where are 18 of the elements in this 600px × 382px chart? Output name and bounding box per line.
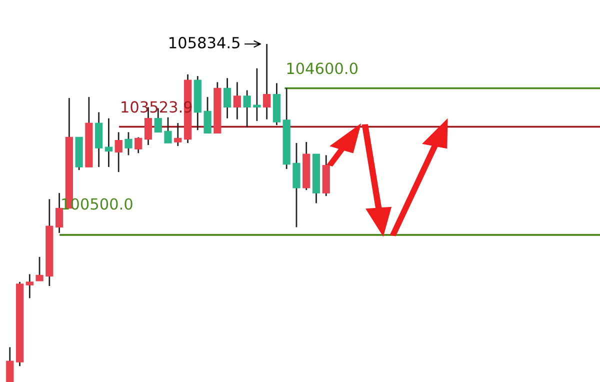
candlestick <box>233 81 241 120</box>
candlestick <box>36 256 44 282</box>
candlestick <box>26 273 34 299</box>
candlestick <box>223 77 232 120</box>
candlestick <box>104 118 113 168</box>
candlestick <box>134 136 142 154</box>
candlestick <box>253 68 261 122</box>
candlestick <box>114 131 122 173</box>
candlestick <box>164 116 172 144</box>
annotation: 105834.5 <box>170 36 240 48</box>
candlestick <box>124 131 132 156</box>
candlestick <box>6 346 14 382</box>
candlestick <box>55 192 64 234</box>
candlestick <box>243 90 251 128</box>
candlestick <box>204 96 212 134</box>
annotation: 104600.0 <box>287 62 358 74</box>
candlestick <box>263 43 271 120</box>
candlestick <box>174 122 182 147</box>
